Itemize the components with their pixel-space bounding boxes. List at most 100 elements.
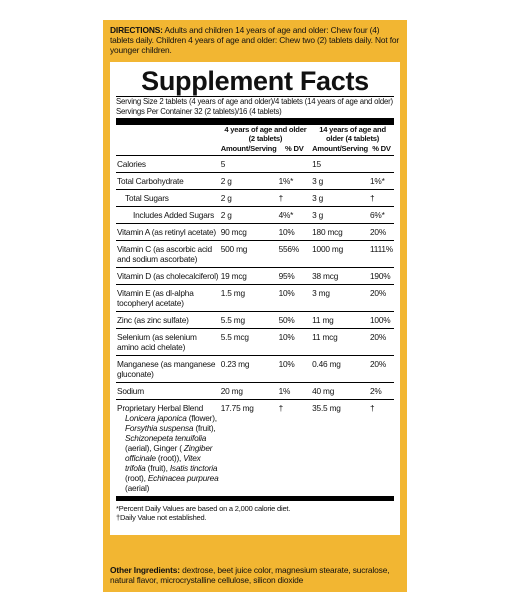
daily-value: 20% — [370, 287, 387, 298]
cell: Calories — [116, 154, 220, 172]
cell: 4%* — [277, 205, 312, 223]
subheader: % DV — [285, 144, 304, 153]
cell: Total Sugars — [116, 188, 220, 206]
blend-ingredients: Lonicera japonica (flower), Forsythia su… — [117, 413, 219, 493]
ingredient-part: Isatis tinctoria — [169, 462, 218, 473]
nutrient-name: Total Sugars — [125, 192, 169, 203]
table-row: Manganese (as manganese gluconate) 0.23 m… — [116, 354, 394, 382]
cell: Proprietary Herbal Blend Lonicera japonic… — [116, 398, 220, 501]
daily-value: 10% — [278, 331, 295, 342]
footnote: †Daily Value not established. — [116, 512, 207, 522]
amount: 2 g — [220, 192, 232, 203]
cell: Vitamin E (as dl-alpha tocopheryl acetat… — [116, 283, 220, 311]
amount: 500 mg — [220, 243, 248, 254]
cell: 15 — [311, 154, 369, 172]
table-row: Total Carbohydrate 2 g 1%* 3 g 1%* — [116, 171, 394, 189]
amount: 40 mg — [312, 385, 335, 396]
ingredient-part: Lonicera japonica — [125, 412, 187, 423]
ingredient-part: (aerial) — [125, 482, 150, 493]
nutrient-name: Selenium (as selenium amino acid chelate… — [117, 331, 197, 352]
amount: 0.23 mg — [220, 358, 250, 369]
cell: 5 — [219, 154, 278, 172]
cell: 1%* — [369, 171, 394, 189]
ingredient-part: (fruit), — [195, 422, 216, 433]
amount: 180 mcg — [312, 226, 343, 237]
cell: 10% — [277, 327, 312, 355]
cell: 500 mg — [219, 239, 278, 267]
amount: 90 mcg — [220, 226, 247, 237]
table-row: Calories 5 15 — [116, 154, 394, 172]
cell: 3 g — [311, 171, 369, 189]
daily-value: † — [278, 192, 284, 203]
cell: † — [369, 398, 394, 501]
cell: Selenium (as selenium amino acid chelate… — [116, 327, 220, 355]
cell: 10% — [277, 354, 312, 382]
ingredient-part: Zingiber officinale — [125, 442, 213, 463]
ingredient-part: Vitex trifolia — [125, 452, 201, 473]
cell: 1%* — [277, 171, 312, 189]
daily-value: 4%* — [278, 209, 294, 220]
daily-value: † — [278, 402, 284, 413]
nutrient-name: Sodium — [117, 385, 144, 396]
cell: 90 mcg — [219, 222, 278, 240]
nutrient-name: Manganese (as manganese gluconate) — [117, 358, 216, 379]
daily-value: † — [370, 192, 375, 203]
servings-per-container: Servings Per Container 32 (2 tablets)/16… — [116, 106, 282, 116]
daily-value: 10% — [278, 358, 295, 369]
daily-value: 556% — [278, 243, 300, 254]
amount: 15 — [312, 158, 321, 169]
cell: 20% — [369, 327, 394, 355]
cell: 17.75 mg — [219, 398, 278, 501]
directions: DIRECTIONS: Adults and children 14 years… — [110, 25, 402, 55]
cell: 2 g — [219, 171, 278, 189]
table-row: Sodium 20 mg 1% 40 mg 2% — [116, 381, 394, 399]
daily-value: 10% — [278, 226, 295, 237]
cell: 11 mcg — [311, 327, 369, 355]
amount: 11 mcg — [312, 331, 338, 342]
cell: 35.5 mg — [311, 398, 369, 501]
cell: Vitamin A (as retinyl acetate) — [116, 222, 220, 240]
cell: 40 mg — [311, 381, 369, 399]
table-row: Vitamin D (as cholecalciferol) 19 mcg 95% 3… — [116, 266, 394, 284]
facts-table: 4 years of age and older (2 tablets) 14 y… — [116, 118, 394, 501]
other-ingredients: Other Ingredients: dextrose, beet juice … — [110, 565, 402, 585]
cell: 0.23 mg — [219, 354, 278, 382]
other-text: dextrose, beet juice color, magnesium st… — [110, 565, 390, 585]
subheader: % DV — [372, 144, 391, 153]
daily-value: 20% — [370, 358, 387, 369]
ingredient-part: Forsythia suspensa — [125, 422, 194, 433]
cell: Vitamin C (as ascorbic acid and sodium a… — [116, 239, 220, 267]
table-row: Selenium (as selenium amino acid chelate… — [116, 327, 394, 355]
table-row: Zinc (as zinc sulfate) 5.5 mg 50% 11 mg 100% — [116, 310, 394, 328]
cell: 2 g — [219, 205, 278, 223]
other-label: Other Ingredients: — [110, 565, 180, 575]
cell: 5.5 mcg — [219, 327, 278, 355]
ingredient-part: (root), — [125, 472, 146, 483]
daily-value: 6%* — [370, 209, 385, 220]
daily-value: 20% — [370, 331, 387, 342]
daily-value: 20% — [370, 226, 387, 237]
table-row: Vitamin C (as ascorbic acid and sodium a… — [116, 239, 394, 267]
amount: 0.46 mg — [312, 358, 341, 369]
footnote: *Percent Daily Values are based on a 2,0… — [116, 503, 291, 513]
amount: 5.5 mg — [220, 314, 245, 325]
cell: 5.5 mg — [219, 310, 278, 328]
cell: 3 mg — [311, 283, 369, 311]
cell — [277, 154, 312, 172]
nutrient-name: Vitamin C (as ascorbic acid and sodium a… — [117, 243, 212, 264]
daily-value: 1111% — [370, 243, 393, 254]
ingredient-part: (flower), — [188, 412, 217, 423]
cell: 20 mg — [219, 381, 278, 399]
cell: Zinc (as zinc sulfate) — [116, 310, 220, 328]
cell: Manganese (as manganese gluconate) — [116, 354, 220, 382]
cell: 6%* — [369, 205, 394, 223]
amount: 1.5 mg — [220, 287, 245, 298]
cell: 3 g — [311, 188, 369, 206]
amount: 38 mcg — [312, 270, 339, 281]
daily-value: † — [370, 402, 375, 413]
table-row: Vitamin A (as retinyl acetate) 90 mcg 10% 1… — [116, 222, 394, 240]
amount: 5 — [220, 158, 226, 169]
nutrient-name: Includes Added Sugars — [133, 209, 215, 220]
cell: 1000 mg — [311, 239, 369, 267]
